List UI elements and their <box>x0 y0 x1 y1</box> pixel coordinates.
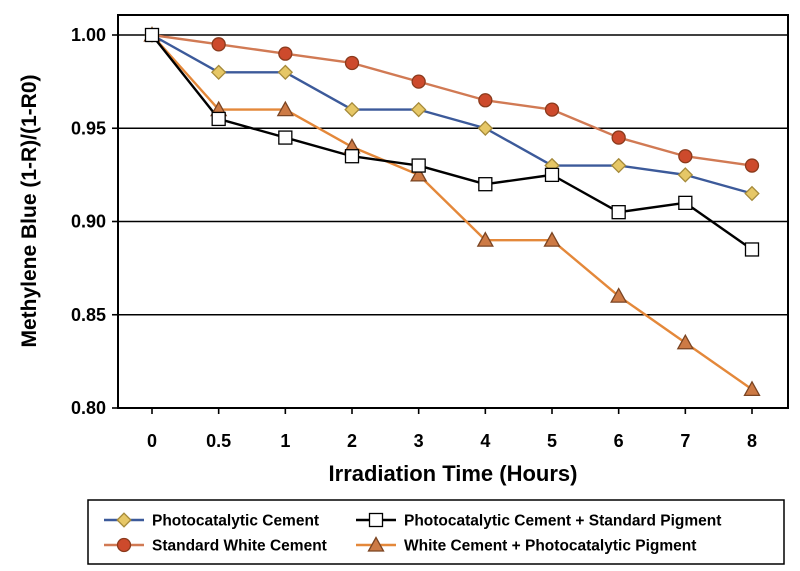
x-axis-ticks: 0 0.5 1 2 3 4 5 6 7 8 <box>147 408 757 451</box>
legend-marker-photocatalytic-cement-standard-pigment <box>368 512 384 528</box>
data-point-standard-white-cement <box>678 149 693 164</box>
data-point-photocatalytic-cement-standard-pigment <box>278 130 293 145</box>
data-point-standard-white-cement <box>411 74 426 89</box>
data-point-photocatalytic-cement-standard-pigment <box>611 205 626 220</box>
legend-marker-white-cement-photocatalytic-pigment <box>367 536 385 552</box>
data-point-photocatalytic-cement <box>677 167 694 183</box>
data-point-white-cement-photocatalytic-pigment <box>543 231 561 247</box>
legend-marker-photocatalytic-cement <box>116 512 132 528</box>
data-point-photocatalytic-cement-standard-pigment <box>544 167 560 183</box>
gridlines <box>118 34 788 316</box>
x-tick-label: 8 <box>747 431 757 451</box>
y-tick-label: 0.85 <box>71 305 106 325</box>
x-tick-label: 0.5 <box>206 431 231 451</box>
legend: Photocatalytic Cement Standard White Ceme… <box>87 499 785 565</box>
data-point-photocatalytic-cement <box>744 185 760 202</box>
y-tick-label: 0.90 <box>71 212 106 232</box>
data-point-photocatalytic-cement <box>410 101 427 118</box>
data-point-photocatalytic-cement <box>610 157 627 174</box>
data-point-photocatalytic-cement <box>477 120 494 136</box>
x-tick-label: 6 <box>614 431 624 451</box>
data-point-photocatalytic-cement-standard-pigment <box>678 195 693 211</box>
data-point-white-cement-photocatalytic-pigment <box>743 380 761 397</box>
legend-label-photocatalytic-cement: Photocatalytic Cement <box>152 513 319 530</box>
series-line-photocatalytic-cement-standard-pigment <box>151 34 753 251</box>
data-point-photocatalytic-cement <box>210 64 227 81</box>
y-axis-ticks: 0.80 0.85 0.90 0.95 1.00 <box>71 25 118 418</box>
y-tick-label: 0.95 <box>71 118 106 138</box>
y-tick-label: 0.80 <box>71 398 106 418</box>
x-tick-label: 0 <box>147 431 157 451</box>
data-point-standard-white-cement <box>278 46 293 61</box>
plot-area-frame <box>117 14 789 409</box>
data-point-photocatalytic-cement-standard-pigment <box>211 111 226 127</box>
data-point-standard-white-cement <box>478 93 493 108</box>
series-line-photocatalytic-cement <box>151 33 753 195</box>
data-point-white-cement-photocatalytic-pigment <box>676 333 694 350</box>
x-tick-label: 2 <box>347 431 357 451</box>
y-tick-label: 1.00 <box>71 25 106 45</box>
data-point-photocatalytic-cement-standard-pigment <box>411 158 426 173</box>
legend-box <box>87 499 785 565</box>
legend-marker-standard-white-cement <box>116 537 132 553</box>
series-lines <box>151 33 753 391</box>
data-point-photocatalytic-cement-standard-pigment <box>144 27 160 43</box>
data-point-standard-white-cement <box>544 102 560 117</box>
series-markers <box>143 26 761 397</box>
data-point-white-cement-photocatalytic-pigment <box>610 287 628 303</box>
data-point-standard-white-cement <box>344 55 360 71</box>
data-point-standard-white-cement <box>211 37 226 52</box>
data-point-white-cement-photocatalytic-pigment <box>476 231 494 247</box>
x-tick-label: 5 <box>547 431 557 451</box>
data-point-photocatalytic-cement <box>277 64 294 81</box>
y-axis-title: Methylene Blue (1-R)/(1-R0) <box>18 74 41 347</box>
data-point-photocatalytic-cement-standard-pigment <box>744 242 760 257</box>
legend-label-white-cement-photocatalytic-pigment: White Cement + Photocatalytic Pigment <box>404 538 696 555</box>
x-axis-title: Irradiation Time (Hours) <box>329 461 578 486</box>
x-tick-label: 4 <box>480 431 490 451</box>
data-point-photocatalytic-cement-standard-pigment <box>478 177 493 192</box>
x-tick-label: 3 <box>414 431 424 451</box>
x-tick-label: 7 <box>680 431 690 451</box>
data-point-photocatalytic-cement <box>344 101 360 118</box>
data-point-standard-white-cement <box>744 158 760 173</box>
series-line-white-cement-photocatalytic-pigment <box>151 34 753 391</box>
data-point-white-cement-photocatalytic-pigment <box>410 166 428 182</box>
data-point-photocatalytic-cement-standard-pigment <box>344 149 360 164</box>
series-line-standard-white-cement <box>151 33 753 167</box>
legend-label-photocatalytic-cement-standard-pigment: Photocatalytic Cement + Standard Pigment <box>404 513 721 530</box>
x-tick-label: 1 <box>280 431 290 451</box>
data-point-white-cement-photocatalytic-pigment <box>276 100 294 117</box>
data-point-standard-white-cement <box>611 130 626 145</box>
legend-label-standard-white-cement: Standard White Cement <box>152 538 327 555</box>
